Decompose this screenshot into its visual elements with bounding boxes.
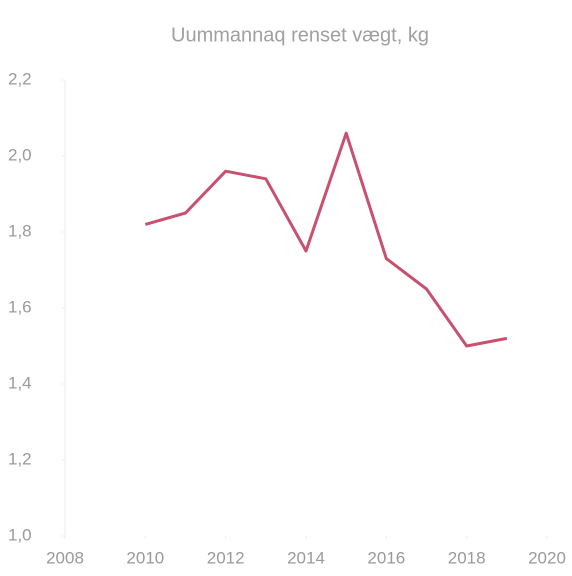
y-tick-label: 1,8 — [8, 221, 32, 240]
x-tick-label: 2014 — [287, 548, 325, 567]
x-tick-label: 2010 — [126, 548, 164, 567]
x-tick-label: 2018 — [448, 548, 486, 567]
data-line — [144, 131, 508, 348]
y-tick-label: 1,4 — [8, 373, 32, 392]
x-tick-label: 2012 — [207, 548, 245, 567]
y-tick-label: 2,2 — [8, 69, 32, 88]
y-tick-label: 1,6 — [8, 297, 32, 316]
chart-title: Uummannaq renset vægt, kg — [171, 24, 429, 46]
x-tick-label: 2008 — [46, 548, 84, 567]
x-tick-label: 2020 — [528, 548, 566, 567]
y-tick-label: 2,0 — [8, 145, 32, 164]
x-tick-label: 2016 — [367, 548, 405, 567]
y-tick-label: 1,2 — [8, 449, 32, 468]
y-tick-label: 1,0 — [8, 525, 32, 544]
